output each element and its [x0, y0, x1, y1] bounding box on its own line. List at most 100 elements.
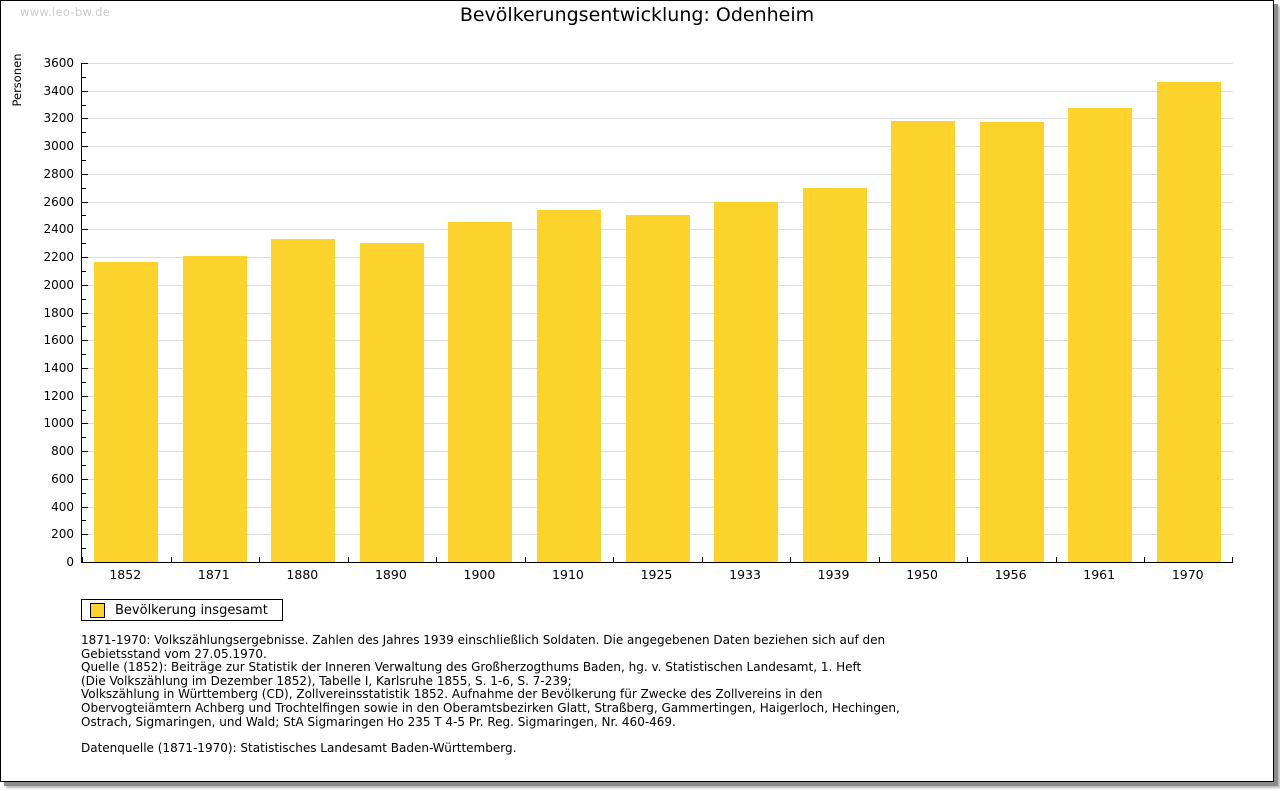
- plot-area: [81, 63, 1233, 563]
- y-tick-label: 800: [51, 444, 74, 459]
- y-minor-tick: [82, 464, 86, 466]
- x-tick-label: 1880: [286, 567, 319, 582]
- legend: Bevölkerung insgesamt: [81, 599, 283, 621]
- x-boundary-tick: [967, 557, 969, 562]
- y-major-tick: [82, 395, 88, 397]
- y-minor-tick: [82, 243, 86, 245]
- x-boundary-tick: [1232, 557, 1233, 562]
- gridline: [82, 63, 1233, 64]
- y-major-tick: [82, 257, 88, 259]
- x-axis-tick-labels: 1852 1871 1880 1890 1900 1910 1925 1933 1939 1950…: [81, 567, 1233, 585]
- y-tick-label: 3000: [43, 139, 74, 154]
- bar-1933: [714, 202, 779, 562]
- y-minor-tick: [82, 326, 86, 328]
- footnotes: 1871-1970: Volkszählungsergebnisse. Zahl…: [81, 633, 1221, 729]
- bar-1852: [94, 261, 159, 562]
- x-tick-label: 1950: [906, 567, 939, 582]
- y-tick-label: 1200: [43, 388, 74, 403]
- bar-1939: [802, 188, 867, 562]
- x-tick-label: 1961: [1083, 567, 1116, 582]
- x-tick-label: 1933: [729, 567, 761, 582]
- bar-1950: [891, 121, 956, 562]
- y-minor-tick: [82, 409, 86, 411]
- y-minor-tick: [82, 520, 86, 522]
- x-tick-label: 1970: [1171, 567, 1204, 582]
- gridline: [82, 201, 1233, 203]
- y-major-tick: [82, 63, 88, 64]
- x-tick-label: 1852: [109, 567, 142, 582]
- legend-label: Bevölkerung insgesamt: [115, 602, 268, 618]
- y-major-tick: [82, 478, 88, 480]
- gridline: [82, 173, 1233, 175]
- y-tick-label: 200: [51, 527, 74, 542]
- y-major-tick: [82, 284, 88, 286]
- y-minor-tick: [82, 548, 86, 550]
- y-major-tick: [82, 201, 88, 203]
- x-boundary-tick: [259, 557, 261, 562]
- y-major-tick: [82, 340, 88, 342]
- chart-title: Bevölkerungsentwicklung: Odenheim: [459, 4, 815, 26]
- x-boundary-tick: [170, 557, 172, 562]
- y-tick-label: 1000: [43, 416, 74, 431]
- x-boundary-tick: [524, 557, 526, 562]
- y-tick-label: 1800: [43, 305, 74, 320]
- footnote-line: Obervogteiämtern Achberg und Trochtelfin…: [81, 700, 900, 715]
- y-minor-tick: [82, 298, 86, 300]
- x-boundary-tick: [347, 557, 349, 562]
- y-axis-tick-labels: 0 200 400 600 800 1000 1200 1400 1600 1800 2000 220…: [1, 1, 74, 601]
- watermark: www.leo-bw.de: [20, 5, 111, 19]
- y-minor-tick: [82, 492, 86, 494]
- y-minor-tick: [82, 381, 86, 383]
- y-minor-tick: [82, 132, 86, 134]
- gridline: [82, 146, 1233, 148]
- bar-1880: [271, 239, 336, 562]
- x-tick-label: 1956: [994, 567, 1027, 582]
- x-tick-label: 1900: [463, 567, 496, 582]
- footnote-line: (Die Volkszählung im Dezember 1852), Tab…: [81, 673, 572, 688]
- x-tick-label: 1925: [640, 567, 673, 582]
- y-major-tick: [82, 118, 88, 120]
- y-tick-label: 2600: [43, 194, 74, 209]
- y-tick-label: 3400: [43, 83, 74, 98]
- x-boundary-tick: [1144, 557, 1146, 562]
- y-minor-tick: [82, 104, 86, 106]
- footnote-line: 1871-1970: Volkszählungsergebnisse. Zahl…: [81, 633, 886, 647]
- bar-1871: [182, 255, 247, 562]
- x-boundary-tick: [613, 557, 615, 562]
- y-tick-label: 2400: [43, 222, 74, 237]
- bar-1900: [448, 221, 513, 562]
- y-major-tick: [82, 367, 88, 369]
- bar-1961: [1068, 108, 1133, 562]
- y-minor-tick: [82, 215, 86, 217]
- x-boundary-tick: [1055, 557, 1057, 562]
- y-tick-label: 3600: [43, 56, 74, 70]
- footnote-line: Quelle (1852): Beiträge zur Statistik de…: [81, 660, 862, 675]
- y-major-tick: [82, 90, 88, 92]
- y-tick-label: 1400: [43, 360, 74, 375]
- y-major-tick: [82, 506, 88, 508]
- y-tick-label: 3200: [43, 111, 74, 126]
- y-minor-tick: [82, 76, 86, 78]
- y-tick-label: 2000: [43, 277, 74, 292]
- y-major-tick: [82, 229, 88, 231]
- y-minor-tick: [82, 160, 86, 162]
- y-tick-label: 0: [66, 555, 74, 569]
- x-tick-label: 1871: [197, 567, 230, 582]
- bar-1890: [359, 243, 424, 562]
- y-minor-tick: [82, 270, 86, 272]
- x-boundary-tick: [790, 557, 792, 562]
- y-minor-tick: [82, 354, 86, 356]
- bar-1925: [625, 214, 690, 562]
- y-tick-label: 600: [51, 471, 74, 486]
- y-tick-label: 2200: [43, 250, 74, 265]
- bar-1970: [1156, 82, 1221, 562]
- y-minor-tick: [82, 187, 86, 189]
- footnote-line: Volkszählung in Württemberg (CD), Zollve…: [81, 687, 823, 702]
- x-boundary-tick: [82, 557, 83, 562]
- y-major-tick: [82, 312, 88, 314]
- datasource-note: Datenquelle (1871-1970): Statistisches L…: [81, 741, 517, 755]
- y-major-tick: [82, 423, 88, 425]
- y-major-tick: [82, 146, 88, 148]
- footnote-line: Gebietsstand vom 27.05.1970.: [81, 646, 267, 661]
